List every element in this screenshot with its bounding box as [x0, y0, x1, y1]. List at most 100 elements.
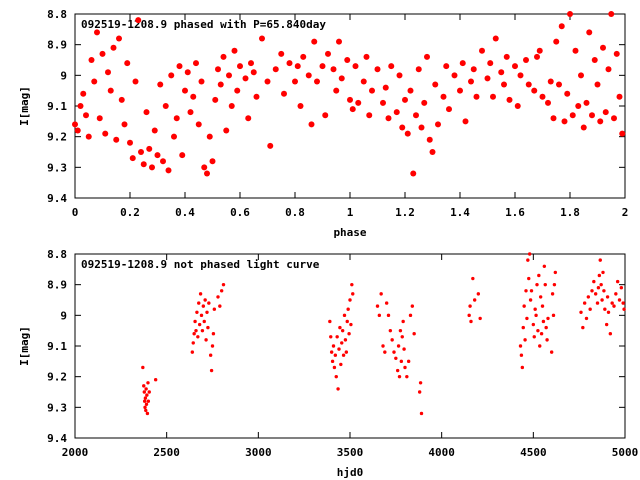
data-point [118, 96, 125, 103]
data-point [355, 99, 362, 106]
data-point [531, 322, 536, 327]
data-point [190, 350, 195, 354]
data-point [611, 115, 617, 122]
data-point [338, 75, 345, 82]
data-point [204, 338, 208, 342]
data-point [478, 316, 482, 321]
data-point [459, 60, 466, 67]
data-point [392, 350, 396, 354]
data-point [83, 112, 89, 119]
data-point [339, 362, 343, 367]
data-point [198, 292, 203, 296]
y-tick-label: 9.1 [47, 100, 67, 113]
y-tick-label: 8.9 [47, 279, 67, 292]
data-point [142, 390, 146, 394]
data-point [337, 347, 341, 351]
data-point [237, 63, 243, 70]
data-point [129, 155, 136, 162]
data-point [426, 136, 433, 143]
data-point [586, 29, 593, 36]
data-point [77, 103, 84, 109]
data-point [503, 53, 510, 60]
unphased-light-curve-plot: I[mag] hjd0 092519-1208.9 not phased lig… [18, 248, 638, 479]
data-point [154, 152, 161, 159]
data-point [547, 78, 554, 85]
x-tick-label: 1 [347, 206, 354, 219]
data-point [558, 23, 565, 30]
data-point [424, 53, 430, 60]
data-point [193, 319, 197, 324]
data-point [567, 11, 573, 17]
data-point [394, 356, 398, 360]
data-point [396, 344, 401, 348]
data-point [105, 69, 111, 76]
data-point [145, 393, 149, 397]
data-point [484, 75, 491, 82]
data-point [383, 350, 387, 354]
x-tick-label: 0 [72, 206, 79, 219]
data-point [228, 103, 235, 109]
x-tick-label: 3000 [245, 446, 272, 459]
data-point [597, 118, 604, 125]
data-point [583, 99, 590, 106]
data-point [553, 38, 560, 45]
data-point [124, 60, 131, 67]
data-point [592, 279, 596, 284]
data-point [575, 103, 582, 109]
data-point [521, 325, 525, 330]
x-tick-label: 4500 [520, 446, 547, 459]
data-point [532, 335, 536, 339]
x-tick-label: 0.4 [175, 206, 195, 219]
data-point [113, 136, 120, 143]
data-point [219, 289, 224, 293]
x-axis-ticks: 0 0.2 0.4 0.6 0.8 1 1.2 1.4 1.6 1.8 2 [72, 14, 628, 219]
data-point [564, 90, 571, 97]
data-point [332, 365, 337, 370]
data-point [522, 304, 526, 308]
data-point [622, 307, 626, 311]
data-point [498, 69, 505, 76]
data-point [218, 304, 222, 308]
data-point [350, 282, 354, 287]
data-point [590, 289, 594, 293]
data-point [395, 368, 400, 373]
y-tick-label: 9.4 [47, 192, 67, 205]
data-point [594, 81, 601, 88]
y-tick-label: 9.1 [47, 340, 67, 353]
data-point [331, 344, 336, 348]
data-point [143, 396, 148, 400]
data-point [619, 130, 626, 137]
data-point [538, 344, 542, 348]
y-axis-label: I[mag] [18, 86, 31, 126]
data-point [406, 359, 411, 364]
data-point [191, 341, 195, 345]
y-tick-label: 9 [60, 309, 67, 322]
data-point [419, 411, 424, 416]
data-point [582, 301, 587, 305]
data-point [344, 57, 351, 63]
data-point [345, 319, 349, 324]
data-point [417, 390, 422, 394]
data-point [205, 310, 209, 314]
data-point [226, 72, 232, 79]
data-point [132, 78, 139, 85]
data-point [385, 115, 392, 122]
data-point [536, 47, 543, 54]
data-point [492, 35, 499, 42]
data-point [621, 301, 625, 305]
data-point [349, 106, 356, 113]
data-point [541, 319, 546, 324]
data-point [375, 304, 380, 308]
data-point [608, 332, 613, 336]
data-point [550, 115, 557, 122]
data-point [329, 350, 334, 354]
data-point [74, 127, 81, 134]
y-tick-label: 9.4 [47, 432, 67, 445]
data-point [506, 96, 513, 103]
data-point [599, 282, 603, 287]
data-point [198, 78, 205, 85]
data-point [591, 57, 598, 63]
x-tick-label: 5000 [612, 446, 639, 459]
data-point [457, 87, 463, 94]
y-tick-label: 9.2 [47, 371, 67, 384]
